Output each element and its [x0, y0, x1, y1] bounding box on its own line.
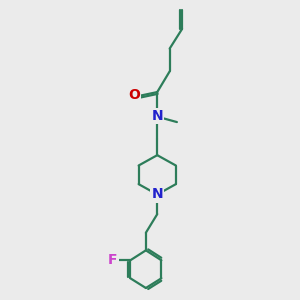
Text: O: O: [128, 88, 140, 102]
Text: N: N: [152, 188, 163, 202]
Text: F: F: [108, 253, 118, 267]
Text: N: N: [152, 109, 163, 123]
